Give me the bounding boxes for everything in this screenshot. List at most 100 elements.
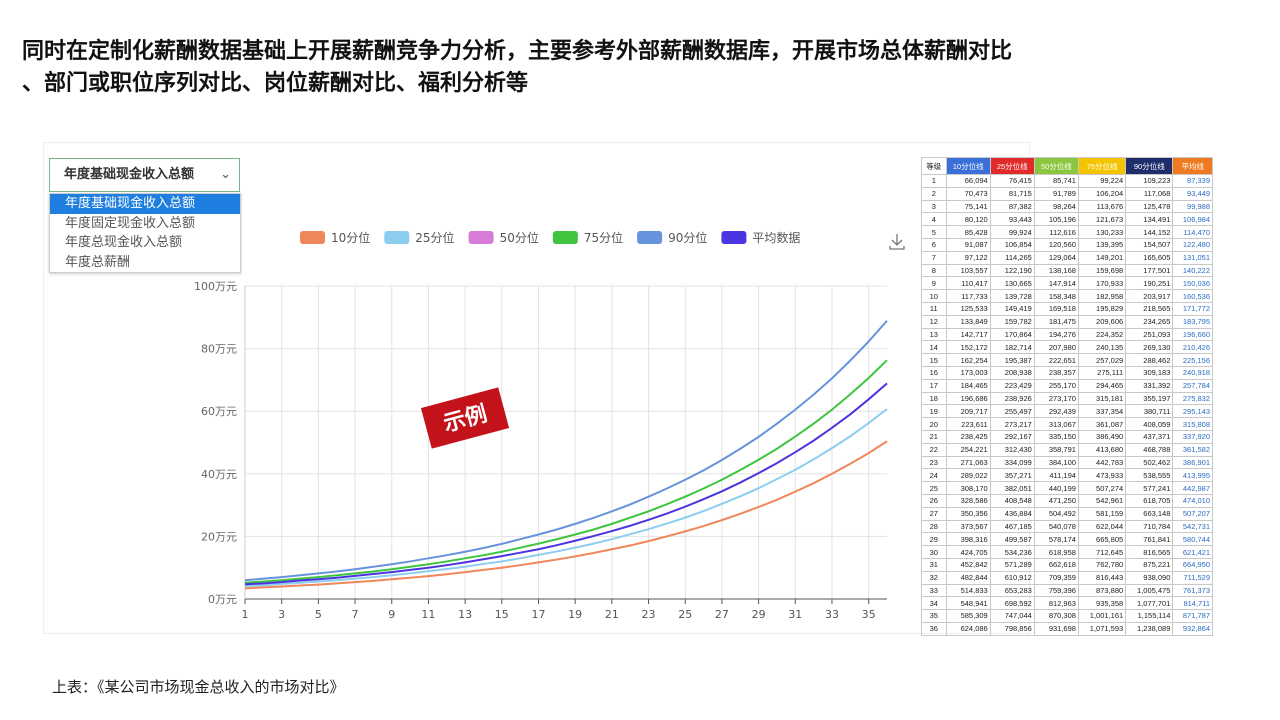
table-cell: 577,241 <box>1125 481 1174 495</box>
x-tick-label: 15 <box>495 608 509 621</box>
table-cell: 254,221 <box>945 442 991 457</box>
table-cell: 1,077,701 <box>1125 596 1174 611</box>
table-cell: 106,854 <box>989 237 1035 252</box>
dropdown-option[interactable]: 年度固定现金收入总额 <box>65 215 196 231</box>
table-cell: 413,995 <box>1172 468 1213 483</box>
table-cell: 361,582 <box>1172 442 1213 457</box>
table-cell: 165,605 <box>1125 250 1174 265</box>
table-cell: 106,984 <box>1172 212 1213 227</box>
table-cell: 182,958 <box>1077 289 1127 303</box>
table-row: 34 548,941 698,592 812,963 935,358 1,077,701 8… <box>921 596 1213 611</box>
table-cell: 514,833 <box>945 583 991 598</box>
x-tick-label: 9 <box>388 608 395 621</box>
table-cell: 190,251 <box>1125 276 1174 291</box>
table-cell: 159,698 <box>1077 263 1127 278</box>
table-cell: 154,507 <box>1125 237 1174 252</box>
table-cell: 542,961 <box>1077 493 1127 508</box>
y-tick-label: 40万元 <box>201 468 237 481</box>
table-cell: 139,728 <box>989 289 1035 303</box>
table-row: 7 97,122 114,265 129,064 149,201 165,605 131,0… <box>921 250 1213 265</box>
table-cell: 440,199 <box>1033 481 1079 495</box>
dropdown[interactable]: 年度基础现金收入总额 ⌄ <box>49 158 240 192</box>
table-cell: 710,784 <box>1125 519 1174 534</box>
table-row: 35 585,309 747,044 870,308 1,001,161 1,155,11… <box>921 609 1213 623</box>
table-row: 13 142,717 170,864 194,276 224,352 251,093 196… <box>921 327 1213 342</box>
table-cell: 350,356 <box>945 506 991 521</box>
dropdown-option[interactable]: 年度总薪酬 <box>65 254 131 270</box>
table-cell: 665,805 <box>1077 532 1127 547</box>
table-row: 12 133,849 159,782 181,475 209,606 234,265 183… <box>921 314 1213 329</box>
legend-swatch <box>637 231 663 244</box>
table-cell: 271,063 <box>945 455 991 470</box>
table-cell: 585,309 <box>945 609 991 623</box>
table-row: 29 398,316 499,587 578,174 665,805 761,841 580… <box>921 532 1213 547</box>
table-cell: 99,924 <box>989 225 1035 239</box>
table-cell: 935,358 <box>1077 596 1127 611</box>
table-cell: 357,271 <box>989 468 1035 483</box>
table-cell: 798,856 <box>989 621 1035 636</box>
table-cell: 182,714 <box>989 340 1035 355</box>
table-cell: 170,933 <box>1077 276 1127 291</box>
table-row: 18 196,686 238,926 273,170 315,181 355,197 275… <box>921 391 1213 406</box>
table-cell: 70,473 <box>945 186 991 201</box>
y-tick-label: 0万元 <box>208 593 237 606</box>
column-header: 10分位线 <box>945 157 991 175</box>
table-cell: 653,283 <box>989 583 1035 598</box>
column-header: 等级 <box>921 157 947 175</box>
table-cell: 663,148 <box>1125 506 1174 521</box>
legend-label: 90分位 <box>668 230 707 245</box>
legend-label: 75分位 <box>584 230 623 245</box>
legend-label: 25分位 <box>415 230 454 245</box>
dropdown-option[interactable]: 年度总现金收入总额 <box>65 235 183 250</box>
table-row: 33 514,833 653,283 759,396 873,880 1,005,475 7… <box>921 583 1213 598</box>
table-cell: 130,233 <box>1077 225 1127 239</box>
table-cell: 93,443 <box>989 212 1035 227</box>
table-cell: 499,587 <box>989 532 1035 547</box>
table-row: 5 85,428 99,924 112,616 130,233 144,152 114,47… <box>921 225 1213 239</box>
table-row: 14 152,172 182,714 207,980 240,135 269,130 210… <box>921 340 1213 355</box>
table-cell: 114,470 <box>1172 225 1213 239</box>
x-tick-label: 25 <box>678 608 692 621</box>
table-cell: 275,111 <box>1077 365 1127 380</box>
table-cell: 709,359 <box>1033 570 1079 585</box>
x-tick-label: 35 <box>862 608 876 621</box>
table-row: 31 452,842 571,289 662,618 762,780 875,221 664… <box>921 557 1213 572</box>
table-cell: 34 <box>921 596 947 611</box>
series-line <box>244 359 888 584</box>
table-cell: 618,705 <box>1125 493 1174 508</box>
x-tick-label: 5 <box>315 608 322 621</box>
table-cell: 471,250 <box>1033 493 1079 508</box>
dropdown-option[interactable]: 年度基础现金收入总额 <box>50 194 240 214</box>
x-tick-label: 33 <box>825 608 839 621</box>
column-header: 25分位线 <box>989 157 1035 175</box>
table-row: 30 424,705 534,236 618,958 712,645 816,565 621… <box>921 545 1213 559</box>
table-cell: 87,339 <box>1172 174 1213 188</box>
table-cell: 355,197 <box>1125 391 1174 406</box>
table-cell: 149,419 <box>989 301 1035 316</box>
stamp-box <box>420 387 510 449</box>
table-cell: 337,920 <box>1172 429 1213 444</box>
table-cell: 225,156 <box>1172 353 1213 367</box>
slide-title: 同时在定制化薪酬数据基础上开展薪酬竞争力分析，主要参考外部薪酬数据库，开展市场总… <box>22 36 1012 100</box>
table-cell: 234,265 <box>1125 314 1174 329</box>
table-cell: 125,533 <box>945 301 991 316</box>
table-cell: 816,565 <box>1125 545 1174 559</box>
table-cell: 238,926 <box>989 391 1035 406</box>
table-cell: 223,611 <box>945 417 991 431</box>
table-row: 28 373,567 467,185 540,078 622,044 710,784 542… <box>921 519 1213 534</box>
table-cell: 160,536 <box>1172 289 1213 303</box>
table-cell: 177,501 <box>1125 263 1174 278</box>
table-header-row: 等级 10分位线 25分位线 50分位线 75分位线 90分位线 平均线 <box>921 157 1213 175</box>
table-cell: 1 <box>921 174 947 188</box>
table-cell: 664,950 <box>1172 557 1213 572</box>
x-tick-label: 13 <box>458 608 472 621</box>
table-cell: 184,465 <box>945 378 991 393</box>
table-cell: 295,143 <box>1172 404 1213 419</box>
table-row: 36 624,086 798,856 931,698 1,071,593 1,238,08… <box>921 621 1213 636</box>
column-header: 75分位线 <box>1077 157 1127 175</box>
y-tick-label: 20万元 <box>201 530 237 543</box>
table-cell: 504,492 <box>1033 506 1079 521</box>
table-cell: 931,698 <box>1033 621 1079 636</box>
table-cell: 542,731 <box>1172 519 1213 534</box>
